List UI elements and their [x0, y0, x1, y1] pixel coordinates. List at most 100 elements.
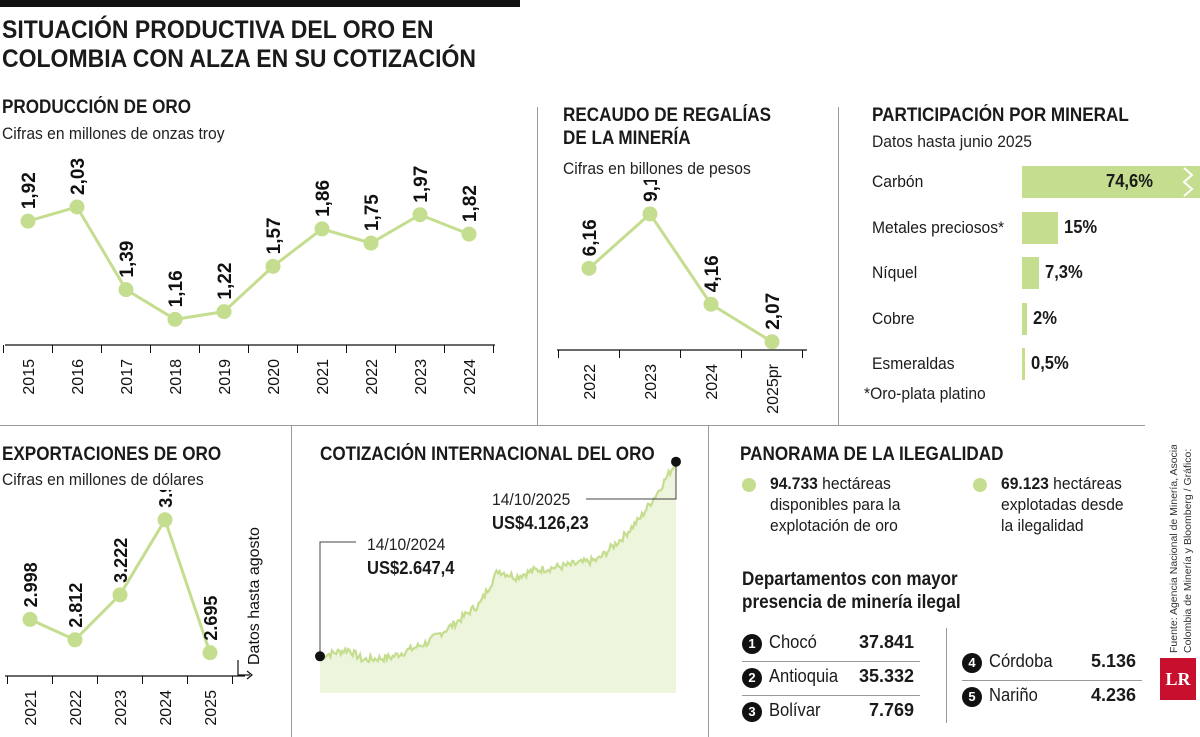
stat1-value: 94.733	[770, 474, 818, 493]
bar-category-label: Carbón	[872, 172, 924, 191]
main-title: SITUACIÓN PRODUCTIVA DEL ORO EN COLOMBIA…	[2, 16, 517, 74]
data-label: 1,16	[166, 270, 187, 307]
source-note: Fuente: Agencia Nacional de Minería, Aso…	[1168, 445, 1194, 653]
stat1-text: disponibles para la	[770, 495, 901, 514]
category-label: 2017	[119, 359, 136, 395]
departamentos-title-line2: presencia de minería ilegal	[742, 592, 961, 613]
department-name: Nariño	[989, 685, 1038, 705]
data-point	[157, 512, 173, 528]
data-point	[118, 282, 134, 298]
participacion-subtitle: Datos hasta junio 2025	[872, 132, 1032, 151]
divider	[838, 107, 839, 425]
stat2-value: 69.123	[1001, 474, 1049, 493]
stat1-text: explotación de oro	[770, 516, 898, 535]
divider	[537, 107, 538, 425]
data-label: 1,39	[117, 241, 138, 278]
category-label: 2022	[582, 364, 599, 400]
note-arrow	[237, 660, 250, 676]
series-line	[588, 212, 773, 344]
department-value: 35.332	[858, 666, 914, 686]
end-leader	[586, 461, 677, 500]
bar-category-label: Metales preciosos*	[872, 217, 1005, 237]
category-label: 2021	[23, 690, 40, 726]
data-label: 3.222	[111, 538, 131, 583]
category-label: 2015	[21, 359, 38, 395]
stat2-text: explotadas desde	[1001, 495, 1124, 514]
department-value: 4.236	[1090, 685, 1136, 705]
data-point	[764, 334, 780, 350]
bar-value-label: 7,3%	[1045, 262, 1084, 282]
recaudo-title: RECAUDO DE REGALÍAS DE LA MINERÍA	[563, 104, 771, 150]
bar	[1022, 166, 1200, 198]
department-name: Chocó	[769, 632, 817, 652]
series-line	[27, 205, 470, 321]
category-label: 2019	[217, 359, 234, 395]
area-fill	[320, 461, 676, 693]
department-value: 37.841	[858, 632, 914, 652]
department-rank-badge: 1	[742, 634, 762, 654]
exportaciones-chart: 2.998 2021 2.812 2022 3.222 2023 3.906 2024 2.69…	[5, 490, 263, 726]
bar	[1022, 211, 1058, 244]
department-rank-badge: 3	[742, 702, 762, 722]
data-label: 3.906	[156, 490, 176, 508]
data-point	[314, 221, 330, 237]
data-label: 2,03	[68, 158, 89, 195]
data-point	[412, 207, 428, 223]
data-point	[69, 199, 85, 215]
category-label: 2024	[158, 690, 175, 726]
category-label: 2023	[413, 359, 430, 395]
main-title-line1: SITUACIÓN PRODUCTIVA DEL ORO EN	[2, 16, 434, 44]
axis-break-mark	[1182, 166, 1196, 198]
departamentos-title-line1: Departamentos con mayor	[742, 569, 958, 590]
price-line	[319, 461, 678, 664]
data-point	[581, 260, 597, 276]
data-point	[112, 587, 128, 603]
exportaciones-title: EXPORTACIONES DE ORO	[2, 444, 222, 465]
row-divider	[962, 680, 1142, 681]
data-point	[202, 645, 218, 661]
data-label: 4,16	[702, 255, 723, 292]
data-label: 2.695	[201, 596, 221, 641]
department-name: Córdoba	[989, 651, 1053, 671]
category-label: 2024	[462, 359, 479, 395]
department-value: 5.136	[1090, 651, 1136, 671]
data-label: 1,97	[411, 166, 432, 203]
cotizacion-end-value: US$4.126,23	[492, 513, 589, 533]
bar	[1022, 302, 1027, 335]
stat1-text: hectáreas	[817, 474, 891, 493]
category-label: 2018	[168, 359, 185, 395]
participacion-title: PARTICIPACIÓN POR MINERAL	[872, 105, 1129, 126]
start-point	[315, 651, 325, 662]
data-label: 2.812	[66, 583, 86, 628]
source-line2: Colombia de Minería y Bloomberg / Gráfic…	[1182, 445, 1194, 653]
divider	[291, 425, 292, 737]
category-label: 2025pr	[765, 363, 782, 413]
data-point	[216, 304, 232, 320]
data-point	[703, 296, 719, 312]
category-label: 2024	[704, 364, 721, 400]
cotizacion-start-date: 14/10/2024	[367, 535, 446, 554]
category-label: 2023	[643, 364, 660, 400]
category-label: 2021	[315, 359, 332, 395]
department-name: Antioquia	[769, 666, 839, 686]
divider	[0, 425, 1145, 426]
category-label: 2023	[113, 690, 130, 726]
produccion-chart: 1,92 2015 2,03 2016 1,39 2017 1,16 2018 1,22 2019…	[3, 158, 495, 395]
ilegalidad-title: PANORAMA DE LA ILEGALIDAD	[740, 444, 1004, 465]
data-label: 9,19	[641, 180, 662, 202]
category-label: 2020	[266, 359, 283, 395]
bar-value-label: 15%	[1063, 216, 1097, 237]
data-label: 1,75	[362, 194, 383, 231]
legend-dot	[742, 478, 756, 492]
recaudo-chart: 6,16 2022 9,19 2023 4,16 2024 2,07 2025pr	[557, 180, 807, 414]
department-rank-badge: 2	[742, 668, 762, 688]
data-label: 1,86	[313, 180, 334, 217]
stat2-text: la ilegalidad	[1001, 516, 1084, 535]
divider	[708, 425, 709, 737]
data-label: 1,22	[215, 263, 236, 300]
bar	[1022, 257, 1040, 289]
row-divider	[742, 661, 920, 662]
exportaciones-subtitle: Cifras en millones de dólares	[2, 470, 204, 489]
data-label: 1,57	[264, 217, 285, 254]
cotizacion-end-date: 14/10/2025	[492, 490, 571, 509]
